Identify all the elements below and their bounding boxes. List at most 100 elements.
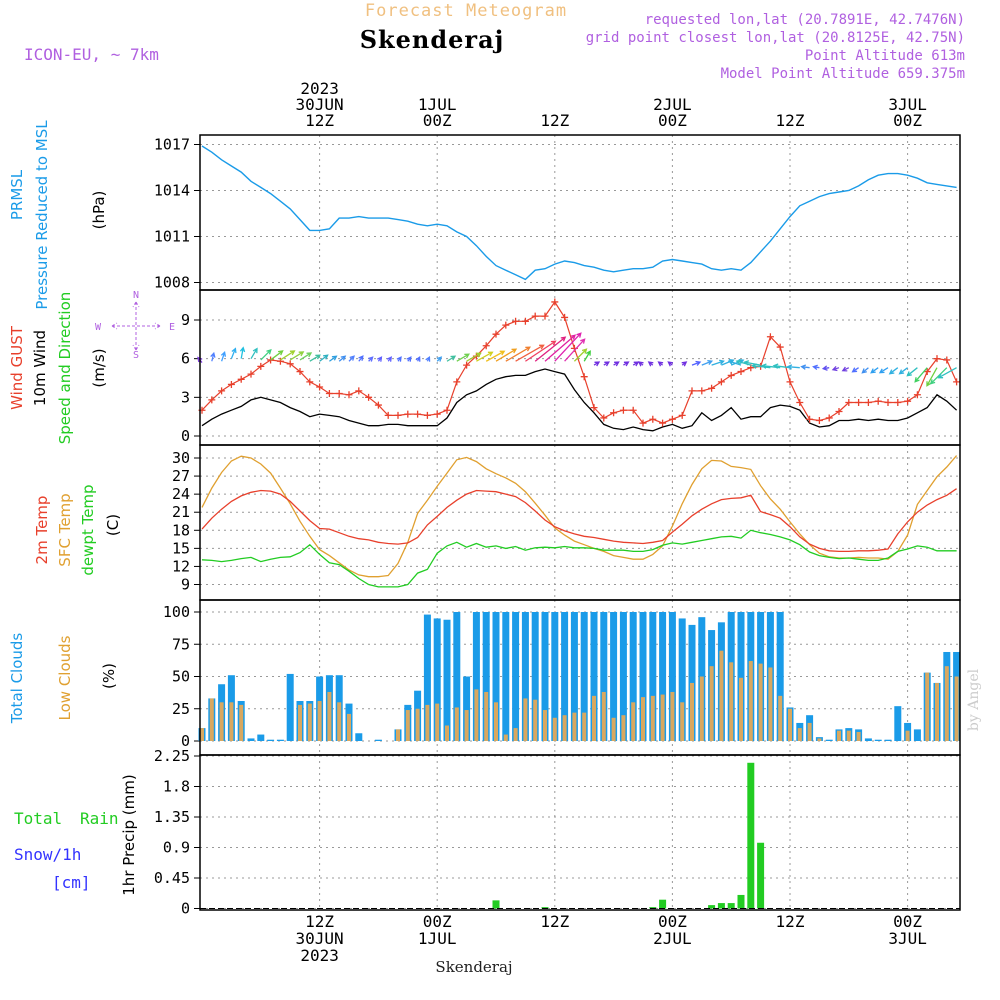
pressure-unit: (hPa) — [90, 191, 108, 230]
total-cloud-bar — [570, 612, 578, 741]
total-cloud-bar — [649, 612, 657, 741]
pressure-panel: 1008 1011 1014 1017 — [154, 135, 960, 292]
top-time-label: 12Z — [540, 111, 569, 130]
low-cloud-bar — [503, 734, 508, 741]
gust-marker — [737, 368, 745, 376]
gust-marker — [521, 317, 529, 325]
wind-arrow — [573, 348, 588, 362]
top-time-label: 30JUN — [296, 95, 344, 114]
temp-label-2m: 2m Temp — [33, 496, 51, 565]
wind-arrow — [667, 361, 673, 367]
precip-ytick-label: 0.45 — [154, 869, 190, 887]
low-cloud-bar — [954, 676, 959, 741]
low-cloud-bar — [641, 697, 645, 741]
gust-marker — [561, 313, 569, 321]
gust-marker — [443, 406, 451, 414]
total-cloud-bar — [374, 739, 382, 741]
low-cloud-bar — [846, 730, 851, 741]
wind-arrow — [338, 355, 347, 362]
wind-arrow — [861, 367, 869, 374]
bottom-time-label: 00Z — [893, 912, 922, 931]
gust-marker — [776, 343, 784, 351]
pressure-frame — [199, 134, 961, 291]
low-cloud-bar — [660, 694, 665, 741]
total-cloud-bar — [659, 612, 667, 741]
gust-marker — [717, 378, 725, 386]
wind-arrow — [593, 361, 601, 367]
gust-marker — [610, 409, 618, 417]
gust-marker — [257, 362, 265, 370]
bottom-time-label: 3JUL — [888, 929, 927, 948]
gust-line — [201, 300, 958, 424]
wind-arrow — [220, 350, 227, 362]
total-cloud-bar — [276, 739, 284, 741]
gust-marker — [600, 414, 608, 422]
gust-marker — [433, 410, 441, 418]
wind-arrow — [657, 361, 664, 367]
low-cloud-bar — [709, 666, 714, 741]
wind-arrow — [735, 359, 751, 366]
wind-arrow — [623, 361, 630, 367]
gust-marker — [345, 391, 353, 399]
bottom-time-label: 12Z — [540, 912, 569, 931]
low-cloud-bar — [445, 725, 449, 741]
total-cloud-bar — [825, 739, 833, 741]
wind-arrow — [476, 351, 494, 362]
total-cloud-bar — [551, 612, 559, 741]
cloud-ytick-label: 75 — [172, 635, 190, 653]
low-cloud-bar — [631, 702, 636, 741]
low-cloud-bar — [680, 702, 685, 741]
dewpt-line — [201, 529, 957, 588]
gust-marker — [747, 364, 755, 372]
wind-arrow — [386, 356, 393, 362]
rain-bar — [727, 903, 735, 909]
precip-unit: 1hr Precip (mm) — [120, 774, 138, 895]
low-cloud-bar — [611, 717, 616, 741]
bottom-time-label: 30JUN — [296, 929, 344, 948]
precip-label-total: Total — [14, 809, 62, 828]
pressure-label-1: PRMSL — [8, 169, 26, 220]
low-cloud-bar — [650, 695, 655, 741]
gust-marker — [492, 330, 500, 338]
total-cloud-bar — [600, 612, 608, 741]
wind-arrow — [898, 367, 908, 375]
temp-ytick-label: 18 — [172, 521, 190, 539]
gust-marker — [796, 398, 804, 406]
precip-frame — [199, 754, 961, 911]
gust-marker — [884, 398, 892, 406]
precip-ytick-label: 1.8 — [163, 778, 190, 796]
gust-marker — [913, 391, 921, 399]
precip-label-rain: Rain — [80, 809, 119, 828]
total-cloud-bar — [472, 612, 480, 741]
low-cloud-bar — [592, 695, 596, 741]
low-cloud-bar — [739, 677, 743, 741]
gust-marker — [766, 333, 774, 341]
wind-arrow — [270, 350, 284, 361]
wind-arrow — [906, 367, 918, 377]
wind-arrow — [637, 361, 644, 367]
bottom-time-label: 12Z — [305, 912, 334, 931]
total-cloud-bar — [521, 612, 529, 741]
wind-arrow — [786, 364, 800, 370]
low-cloud-bar — [317, 701, 322, 741]
gust-marker — [237, 375, 245, 383]
low-cloud-bar — [837, 730, 841, 741]
gust-marker — [296, 368, 304, 376]
top-time-label: 1JUL — [418, 95, 457, 114]
compass-arrows — [111, 301, 161, 351]
forecast-title: Forecast Meteogram — [365, 1, 567, 21]
total-cloud-bar — [423, 614, 431, 741]
wind-arrow — [446, 355, 457, 362]
point-altitude: Point Altitude 613m — [805, 48, 965, 64]
wind-arrow — [525, 340, 557, 362]
wind-frame — [199, 289, 961, 446]
rain-bar — [541, 907, 549, 909]
low-cloud-bar — [582, 712, 587, 741]
temp-ytick-label: 24 — [172, 485, 190, 503]
gust-marker — [806, 415, 814, 423]
total-cloud-bar — [247, 738, 255, 741]
wind-arrow — [456, 353, 470, 362]
cloud-ytick-label: 0 — [181, 732, 190, 750]
gust-marker — [414, 410, 422, 418]
